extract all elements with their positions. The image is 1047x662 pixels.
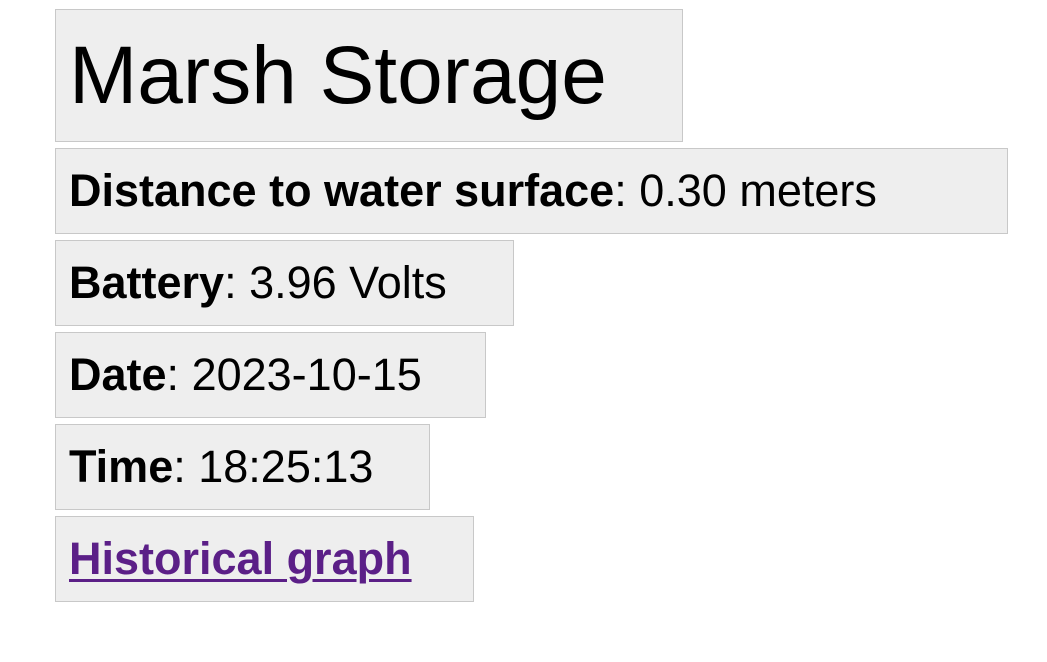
distance-label: Distance to water surface	[69, 165, 615, 216]
distance-separator: :	[614, 165, 627, 216]
time-reading: Time: 18:25:13	[55, 424, 430, 510]
date-reading: Date: 2023-10-15	[55, 332, 486, 418]
distance-value: 0.30 meters	[639, 165, 877, 216]
battery-label: Battery	[69, 257, 225, 308]
battery-value: 3.96 Volts	[249, 257, 447, 308]
date-label: Date	[69, 349, 167, 400]
date-value: 2023-10-15	[191, 349, 422, 400]
page-title: Marsh Storage	[55, 9, 683, 142]
historical-graph-card: Historical graph	[55, 516, 474, 602]
battery-reading: Battery: 3.96 Volts	[55, 240, 514, 326]
page-title-text: Marsh Storage	[69, 30, 607, 121]
distance-reading: Distance to water surface: 0.30 meters	[55, 148, 1008, 234]
time-separator: :	[173, 441, 186, 492]
battery-separator: :	[224, 257, 237, 308]
historical-graph-link[interactable]: Historical graph	[69, 533, 412, 584]
date-separator: :	[166, 349, 180, 400]
time-value: 18:25:13	[198, 441, 374, 492]
time-label: Time	[69, 441, 174, 492]
